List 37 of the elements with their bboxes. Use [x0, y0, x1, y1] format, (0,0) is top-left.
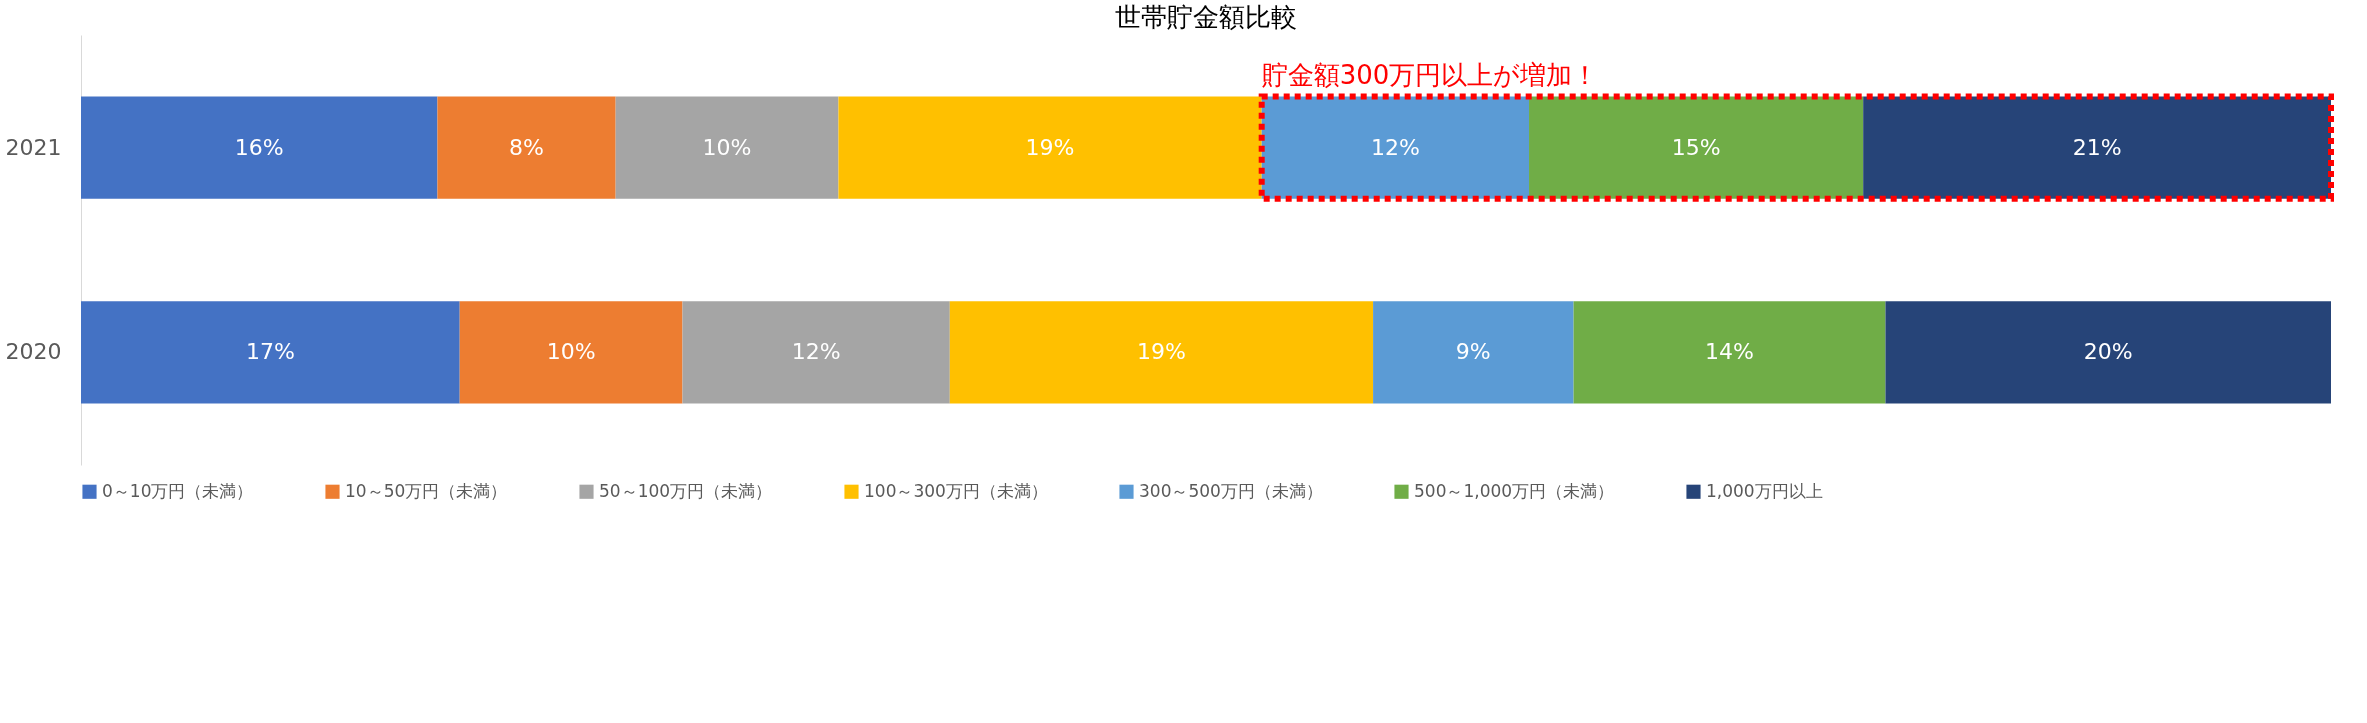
data-label: 17%: [245, 339, 295, 365]
bar: [1885, 301, 2331, 404]
bar: [682, 301, 950, 404]
data-label: 21%: [2072, 134, 2122, 160]
legend-label: 50～100万円（未満）: [599, 480, 773, 501]
data-label: 12%: [1370, 134, 1420, 160]
data-label: 9%: [1455, 339, 1491, 365]
data-label: 19%: [1136, 339, 1186, 365]
data-label: 14%: [1705, 339, 1754, 365]
bar: [949, 301, 1374, 404]
data-label: 15%: [1671, 134, 1721, 160]
legend-label: 1,000万円以上: [1706, 480, 1823, 501]
bar: [1573, 301, 1886, 404]
data-label: 10%: [702, 134, 752, 160]
chart-title: 世帯貯金額比較: [1115, 2, 1297, 32]
data-label: 19%: [1025, 134, 1075, 160]
legend-label: 300～500万円（未満）: [1139, 480, 1323, 501]
annotation: 貯金額300万円以上が増加！: [1261, 59, 1599, 90]
bar: [615, 96, 839, 199]
bar: [459, 301, 683, 404]
y-tick-label: 2020: [5, 339, 62, 365]
data-label: 10%: [546, 339, 596, 365]
bar: [437, 96, 616, 199]
bar: [81, 301, 460, 404]
bar: [81, 96, 438, 199]
bar: [1373, 301, 1574, 404]
data-label: 16%: [234, 134, 284, 160]
bar: [1529, 96, 1864, 199]
legend-label: 0～10万円（未満）: [102, 480, 254, 501]
data-label: 8%: [509, 134, 544, 160]
y-tick-label: 2021: [5, 134, 62, 160]
data-label: 12%: [791, 339, 841, 365]
bar: [1261, 96, 1530, 199]
legend-label: 500～1,000万円（未満）: [1414, 480, 1615, 501]
data-label: 20%: [2083, 339, 2133, 365]
legend-label: 100～300万円（未満）: [864, 480, 1048, 501]
legend-label: 10～50万円（未満）: [345, 480, 508, 501]
